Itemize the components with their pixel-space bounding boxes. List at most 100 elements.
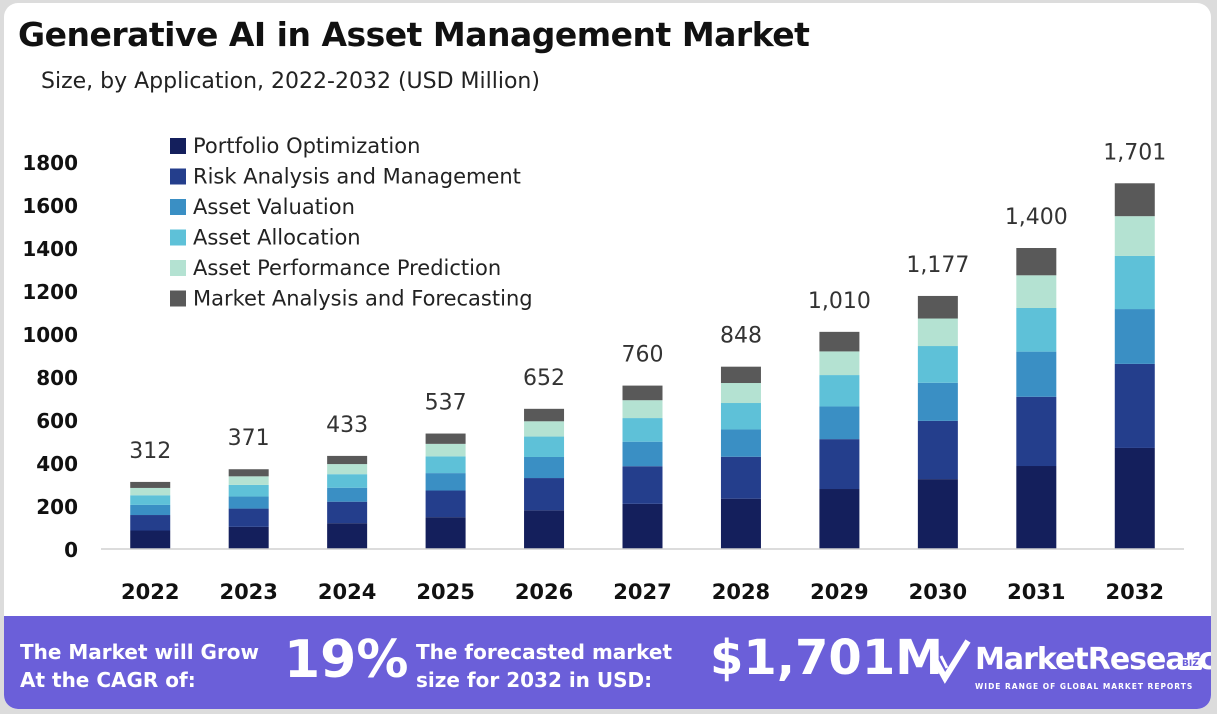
- stacked-bar-chart: 0 200 400 600 800 1000 1200 1400 1600 1800 312 371…: [22, 134, 1184, 604]
- legend-label: Portfolio Optimization: [193, 134, 420, 158]
- bar-segment: [720, 366, 761, 384]
- bar-segment: [524, 510, 565, 549]
- x-tick-label: 2022: [121, 580, 179, 604]
- bar-segment: [425, 473, 466, 491]
- legend-swatch: [170, 260, 186, 276]
- bar-total-label: 433: [326, 413, 368, 438]
- forecast-caption-line2: size for 2032 in USD:: [416, 668, 653, 692]
- bar-segment: [1114, 363, 1155, 448]
- x-tick-label: 2023: [219, 580, 277, 604]
- bar-segment: [1016, 248, 1057, 276]
- bar-segment: [720, 383, 761, 404]
- bar-total-label: 848: [720, 324, 762, 349]
- cagr-value: 19%: [284, 630, 409, 690]
- x-tick-label: 2028: [712, 580, 770, 604]
- chart-title: Generative AI in Asset Management Market: [18, 15, 810, 54]
- y-tick-label: 1600: [22, 194, 78, 218]
- bar-segment: [1016, 307, 1057, 352]
- y-tick-label: 800: [36, 366, 78, 390]
- bar-segment: [917, 420, 958, 480]
- legend-label: Asset Performance Prediction: [193, 256, 501, 280]
- legend-swatch: [170, 229, 186, 246]
- bar-segment: [130, 515, 171, 531]
- bar-segment: [228, 484, 269, 497]
- bar-segment: [1114, 447, 1155, 549]
- bar-segment: [524, 421, 565, 437]
- bars: 312 371 433 537 652 760 848 1,010 1,177 1,400 1,70…: [129, 140, 1166, 549]
- bar-segment: [622, 418, 663, 442]
- bar-total-label: 1,400: [1005, 205, 1068, 230]
- bar-segment: [425, 517, 466, 549]
- bar-segment: [1114, 255, 1155, 310]
- bar-segment: [819, 351, 860, 376]
- x-tick-label: 2025: [416, 580, 474, 604]
- bar-segment: [1114, 309, 1155, 364]
- brand-tagline: WIDE RANGE OF GLOBAL MARKET REPORTS: [975, 682, 1194, 691]
- bar-total-label: 1,701: [1103, 140, 1166, 165]
- bar-segment: [819, 406, 860, 440]
- bar-segment: [819, 439, 860, 490]
- y-tick-label: 1200: [22, 280, 78, 304]
- bar-segment: [228, 508, 269, 527]
- legend-label: Asset Allocation: [193, 226, 361, 250]
- cagr-caption-line2: At the CAGR of:: [20, 668, 196, 692]
- brand-suffix: BIZ: [1179, 658, 1202, 670]
- y-tick-label: 1000: [22, 323, 78, 347]
- bar-total-label: 537: [425, 391, 467, 416]
- legend-label: Market Analysis and Forecasting: [193, 287, 533, 311]
- x-tick-label: 2024: [318, 580, 376, 604]
- bar-segment: [130, 495, 171, 505]
- bar-segment: [819, 375, 860, 407]
- x-tick-label: 2026: [515, 580, 573, 604]
- bar-segment: [1016, 466, 1057, 549]
- bar-segment: [720, 498, 761, 549]
- bar-segment: [228, 469, 269, 477]
- forecast-value: $1,701M: [710, 630, 943, 686]
- x-tick-label: 2027: [613, 580, 671, 604]
- bar-segment: [524, 436, 565, 457]
- y-tick-label: 200: [36, 495, 78, 519]
- bar-segment: [622, 503, 663, 549]
- y-tick-label: 600: [36, 409, 78, 433]
- chart-frame: Generative AI in Asset Management Market…: [4, 3, 1211, 709]
- bar-total-label: 312: [129, 439, 171, 464]
- bar-segment: [327, 501, 368, 524]
- bar-segment: [622, 466, 663, 504]
- bar-total-label: 652: [523, 366, 565, 391]
- legend-label: Risk Analysis and Management: [193, 165, 521, 189]
- bar-segment: [524, 478, 565, 511]
- legend-swatch: [170, 168, 186, 185]
- brand-logo: MarketResearch BIZ WIDE RANGE OF GLOBAL …: [929, 636, 1211, 696]
- forecast-caption-line1: The forecasted market: [416, 640, 673, 664]
- bar-segment: [622, 400, 663, 419]
- x-axis: 2022 2023 2024 2025 2026 2027 2028 2029 2030 2031…: [101, 548, 1184, 604]
- bar-segment: [1016, 275, 1057, 308]
- bar-segment: [720, 456, 761, 499]
- bar-segment: [1114, 183, 1155, 217]
- bar-segment: [228, 526, 269, 549]
- chart-subtitle: Size, by Application, 2022-2032 (USD Mil…: [41, 69, 540, 94]
- bar-segment: [524, 408, 565, 422]
- bar-segment: [327, 455, 368, 465]
- bar-segment: [327, 523, 368, 549]
- bar-total-label: 760: [622, 343, 664, 368]
- bar-segment: [425, 490, 466, 518]
- bar-segment: [917, 346, 958, 383]
- bar-segment: [917, 382, 958, 421]
- bar-segment: [1016, 351, 1057, 397]
- x-tick-label: 2029: [810, 580, 868, 604]
- bar-segment: [130, 481, 171, 488]
- bar-segment: [622, 385, 663, 401]
- y-axis: 0 200 400 600 800 1000 1200 1400 1600 1800: [22, 151, 78, 562]
- bar-segment: [1114, 216, 1155, 256]
- brand-check-icon: [931, 639, 971, 684]
- bar-segment: [819, 489, 860, 549]
- bar-segment: [327, 487, 368, 502]
- bar-segment: [425, 433, 466, 444]
- bar-segment: [130, 530, 171, 549]
- legend-label: Asset Valuation: [193, 195, 355, 219]
- bar-segment: [1016, 396, 1057, 467]
- y-tick-label: 1400: [22, 237, 78, 261]
- x-tick-label: 2030: [909, 580, 967, 604]
- x-tick-label: 2032: [1106, 580, 1164, 604]
